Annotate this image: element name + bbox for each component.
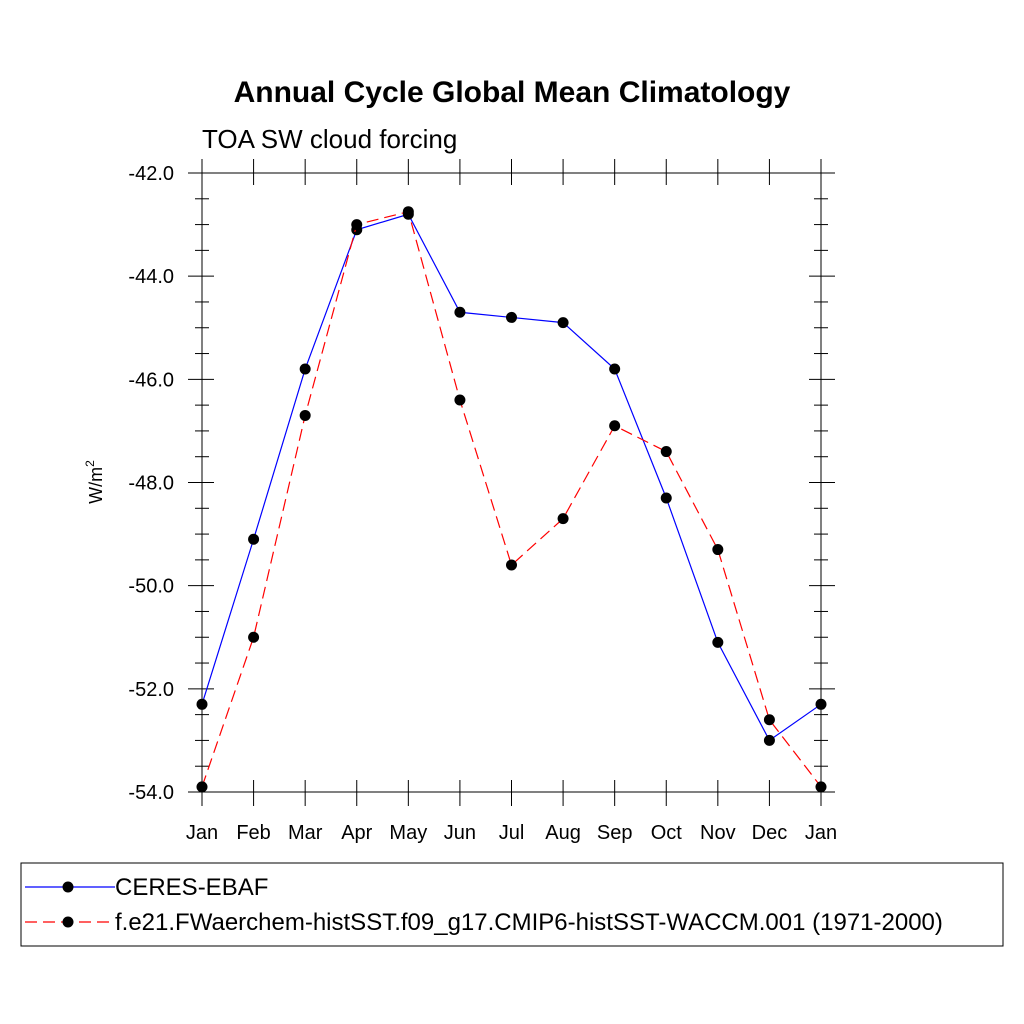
series-1-point — [712, 636, 724, 648]
plot-axes: Jan Feb Mar Apr May Jun Jul Aug Sep Oct Nov Dec Jan-… — [128, 159, 837, 844]
y-tick-label: -42.0 — [128, 163, 174, 185]
x-tick-label: Nov — [700, 822, 736, 844]
series-layer — [196, 206, 827, 793]
chart-title: Annual Cycle Global Mean Climatology — [234, 76, 791, 109]
y-tick-label: -54.0 — [128, 782, 174, 804]
y-tick-label: -52.0 — [128, 679, 174, 701]
x-tick-label: Jan — [805, 822, 837, 844]
series-1-point — [557, 317, 569, 329]
series-1-point — [609, 363, 621, 375]
series-2-point — [196, 781, 208, 793]
x-tick-label: Sep — [597, 822, 633, 844]
x-tick-label: May — [389, 822, 427, 844]
legend-box — [20, 862, 1004, 947]
series-2-point — [609, 420, 621, 432]
series-2-point — [712, 544, 724, 556]
y-tick-label: -44.0 — [128, 266, 174, 288]
y-axis-label-exponent: 2 — [83, 460, 97, 467]
x-tick-label: Feb — [236, 822, 270, 844]
series-1-point — [660, 492, 672, 504]
series-2-point — [454, 394, 466, 406]
plot-frame — [201, 172, 822, 793]
series-2-point — [815, 781, 827, 793]
series-1-point — [815, 698, 827, 710]
series-line-2 — [201, 210, 822, 788]
x-tick-label: Jul — [499, 822, 525, 844]
series-line-1 — [201, 213, 822, 742]
x-tick-label: Dec — [752, 822, 788, 844]
legend-marker-1 — [62, 881, 74, 893]
series-1-point — [248, 533, 260, 545]
legend: CERES-EBAF f.e21.FWaerchem-histSST.f09_g1… — [20, 862, 1004, 947]
legend-marker-2 — [62, 916, 74, 928]
x-tick-label: Apr — [341, 822, 372, 844]
x-tick-label: Oct — [651, 822, 683, 844]
series-1-point — [506, 311, 517, 323]
legend-label-2: f.e21.FWaerchem-histSST.f09_g17.CMIP6-hi… — [115, 909, 943, 936]
chart-subtitle: TOA SW cloud forcing — [202, 124, 457, 154]
series-1-point — [763, 734, 775, 746]
series-2-point — [506, 559, 517, 571]
y-tick-label: -50.0 — [128, 576, 174, 598]
series-2-point — [763, 714, 775, 726]
y-tick-label: -46.0 — [128, 369, 174, 391]
series-2-point — [299, 409, 311, 421]
x-tick-label: Jan — [186, 822, 218, 844]
x-tick-label: Jun — [444, 822, 476, 844]
series-2-point — [557, 513, 569, 525]
series-1-point — [196, 698, 208, 710]
series-2-point — [402, 206, 414, 218]
series-2-point — [660, 446, 672, 458]
series-1-point — [454, 306, 466, 318]
x-tick-label: Mar — [288, 822, 323, 844]
x-tick-label: Aug — [545, 822, 581, 844]
series-1-point — [299, 363, 311, 375]
y-axis-label-unit: W/m — [86, 467, 106, 504]
series-2-point — [351, 219, 363, 231]
y-tick-label: -48.0 — [128, 473, 174, 495]
y-axis-label: W/m2 — [83, 460, 106, 504]
series-2-point — [248, 631, 260, 643]
legend-label-1: CERES-EBAF — [115, 874, 268, 901]
